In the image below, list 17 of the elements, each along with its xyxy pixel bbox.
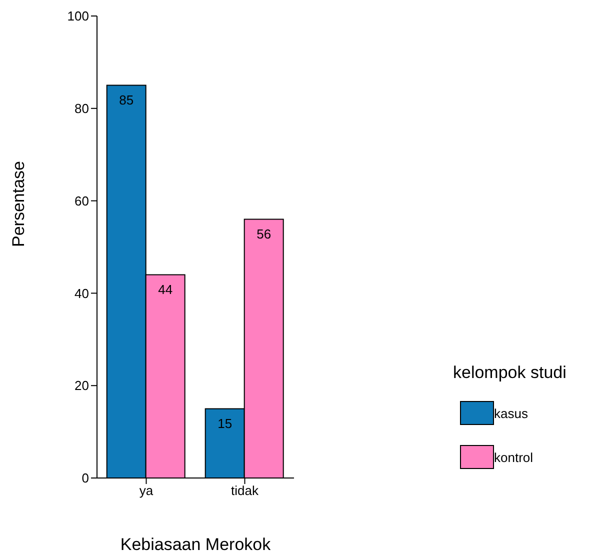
x-axis-title: Kebiasaan Merokok bbox=[120, 535, 272, 554]
y-tick-label: 100 bbox=[67, 8, 89, 24]
y-axis-title: Persentase bbox=[9, 161, 28, 247]
x-tick-label: tidak bbox=[231, 483, 259, 498]
data-label: 85 bbox=[119, 92, 134, 108]
legend-label: kasus bbox=[494, 406, 528, 420]
y-tick-label: 60 bbox=[74, 193, 89, 208]
data-label: 15 bbox=[218, 416, 232, 431]
data-label: 44 bbox=[158, 282, 173, 297]
y-tick-label: 40 bbox=[74, 286, 89, 301]
x-tick-label: ya bbox=[139, 483, 154, 498]
data-label: 56 bbox=[256, 226, 272, 242]
legend-label: kontrol bbox=[494, 450, 534, 464]
y-tick-label: 0 bbox=[82, 470, 89, 486]
y-tick-label: 20 bbox=[74, 378, 89, 394]
y-tick-label: 80 bbox=[74, 101, 89, 116]
legend-title: kelompok studi bbox=[453, 363, 568, 383]
